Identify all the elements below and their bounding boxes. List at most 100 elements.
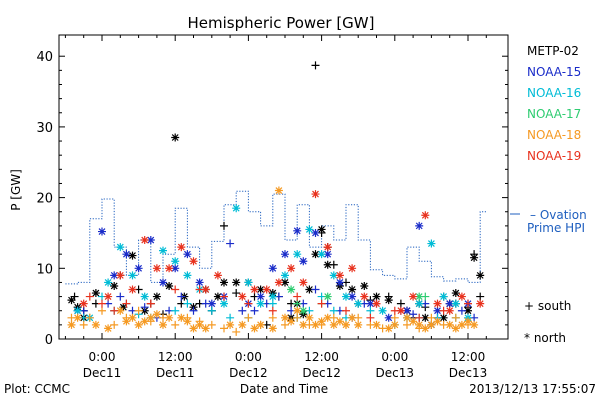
x-tick-time-label: 0:00 [89,350,116,364]
noaa-19-north-point [189,257,198,266]
noaa-18-north-point [427,320,436,329]
noaa-19-north-point [299,278,308,287]
metp-02-north-point [220,278,228,287]
noaa-16-north-point [354,299,363,308]
noaa-19-north-point [104,292,113,301]
noaa-15-north-point [299,257,308,266]
noaa-16-north-point [183,271,192,280]
noaa-19-north-point [116,271,125,280]
noaa-18-north-point [390,320,399,329]
noaa-18-north-point [323,313,332,322]
noaa-19-north-point [396,306,405,315]
noaa-17-north-point [415,292,424,301]
metp-02-north-point [360,281,369,290]
legend-entry-noaa-15: NOAA-15 [527,65,581,79]
noaa-18-north-point [128,313,137,322]
metp-02-north-point [91,289,100,298]
noaa-19-north-point [213,271,222,280]
noaa-15-south-point [140,303,149,312]
noaa-15-south-point [116,292,125,301]
metp-02-south-point [476,292,485,301]
noaa-18-north-point [421,324,430,333]
noaa-16-south-point [366,306,375,315]
noaa-16-north-point [439,292,448,301]
metp-02-north-point [213,292,222,301]
metp-02-north-point [119,303,128,312]
noaa-19-north-point [177,243,186,252]
noaa-18-south-point [232,327,241,336]
noaa-16-north-point [451,299,460,308]
y-tick-label: 40 [36,50,53,65]
noaa-19-north-point [335,271,344,280]
metp-02-south-point [311,61,320,70]
noaa-18-north-point [73,313,82,322]
y-tick-label: 20 [36,192,53,207]
noaa-18-north-point [409,317,418,326]
noaa-15-north-point [445,299,454,308]
noaa-16-north-point [415,299,424,308]
metp-02-south-point [232,289,241,298]
noaa-16-north-point [73,306,82,315]
x-tick-date-label: Dec13 [449,366,488,380]
noaa-16-north-point [378,306,387,315]
metp-02-north-point [67,296,76,305]
metp-02-north-point [281,278,289,287]
noaa-19-north-point [445,306,454,315]
noaa-19-north-point [421,211,430,220]
legend-entry-noaa-19: NOAA-19 [527,149,581,163]
noaa-19-north-point [165,264,174,273]
noaa-19-north-point [409,292,418,301]
noaa-18-north-point [189,324,198,333]
noaa-18-north-point [415,320,424,329]
noaa-15-north-point [281,250,289,259]
ovation-legend-label-2: Prime HPI [527,221,585,235]
noaa-19-south-point [342,306,350,315]
x-tick-date-label: Dec12 [302,366,341,380]
noaa-18-north-point [433,317,442,326]
ovation-legend-label-1: – Ovation [530,208,587,222]
noaa-18-south-point [79,320,88,329]
noaa-15-north-point [256,292,265,301]
metp-02-north-point [171,133,180,142]
noaa-19-south-point [146,299,155,308]
noaa-15-north-point [146,236,155,245]
noaa-15-north-point [323,250,332,259]
series-metp-02 [67,61,485,329]
noaa-18-north-point [201,324,210,333]
noaa-19-north-point [128,285,137,294]
noaa-18-north-point [354,320,363,329]
noaa-18-north-point [159,320,167,329]
noaa-17-south-point [293,299,302,308]
noaa-16-north-point [140,292,149,301]
noaa-18-north-point [104,324,113,333]
noaa-19-north-point [262,285,271,294]
noaa-18-south-point [244,313,253,322]
noaa-15-north-point [195,278,204,287]
x-tick-date-label: Dec11 [156,366,195,380]
noaa-15-north-point [311,228,320,237]
noaa-19-south-point [317,299,326,308]
noaa-16-north-point [305,225,314,234]
noaa-16-north-point [159,246,167,255]
noaa-16-north-point [171,257,180,266]
noaa-18-south-point [403,320,411,329]
noaa-18-north-point [384,324,393,333]
noaa-18-south-point [390,313,399,322]
legend: METP-02 NOAA-15 NOAA-16 NOAA-17 NOAA-18 NOAA-… [510,44,587,345]
noaa-19-south-point [85,292,94,301]
noaa-18-north-point [293,306,302,315]
metp-02-north-point [464,306,472,315]
noaa-18-south-point [207,320,216,329]
noaa-18-north-point [299,320,308,329]
metp-02-north-point [128,251,137,260]
noaa-18-north-point [281,313,289,322]
noaa-19-south-point [171,285,180,294]
x-tick-date-label: Dec11 [83,366,122,380]
y-tick-label: 10 [36,262,53,277]
noaa-19-north-point [348,264,357,273]
metp-02-north-point [323,260,332,269]
noaa-18-north-point [268,324,277,333]
noaa-15-north-point [183,250,192,259]
ovation-hpi-line [65,190,487,285]
x-tick-time-label: 12:00 [304,350,339,364]
